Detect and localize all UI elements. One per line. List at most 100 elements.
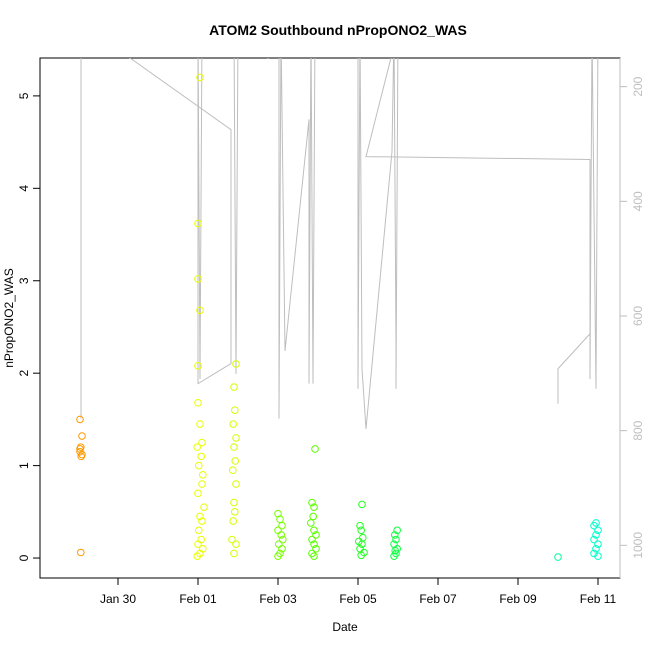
data-point xyxy=(195,461,203,470)
data-point xyxy=(231,406,239,414)
data-point xyxy=(194,489,202,498)
y-axis-label: nPropONO2_WAS xyxy=(2,268,16,368)
y-tick-label: 4 xyxy=(17,185,31,192)
data-point xyxy=(276,515,284,524)
x-tick-label: Jan 30 xyxy=(100,592,136,606)
data-point xyxy=(232,434,240,442)
y2-tick-label: 600 xyxy=(631,306,645,326)
data-point xyxy=(357,551,366,560)
data-point xyxy=(232,540,240,548)
data-point xyxy=(194,398,202,407)
data-point xyxy=(229,466,237,475)
x-tick-label: Feb 05 xyxy=(339,592,377,606)
data-point xyxy=(275,540,283,548)
x-tick-label: Feb 07 xyxy=(419,592,457,606)
data-point xyxy=(230,498,238,507)
y-tick-label: 1 xyxy=(17,462,31,469)
data-point xyxy=(198,480,206,488)
data-point xyxy=(590,535,598,544)
x-tick-label: Feb 01 xyxy=(179,592,217,606)
data-point xyxy=(196,512,204,521)
data-point xyxy=(594,540,602,548)
data-point xyxy=(357,526,366,535)
data-point xyxy=(194,219,202,228)
data-point xyxy=(196,306,204,315)
data-point xyxy=(311,445,319,453)
data-point xyxy=(198,517,206,525)
data-point xyxy=(554,553,562,561)
y2-tick-label: 800 xyxy=(631,420,645,440)
data-point xyxy=(590,521,598,530)
y2-tick-label: 1000 xyxy=(631,532,645,559)
data-point xyxy=(232,360,240,368)
data-point xyxy=(310,503,318,512)
data-point xyxy=(277,531,286,539)
data-point xyxy=(230,443,238,451)
data-point xyxy=(309,512,318,521)
data-point xyxy=(193,552,201,560)
data-point xyxy=(229,420,237,428)
data-point xyxy=(592,531,600,539)
data-point xyxy=(77,452,85,461)
data-point xyxy=(195,526,203,535)
data-point xyxy=(231,457,239,465)
data-point xyxy=(308,498,316,507)
data-point xyxy=(393,526,402,535)
data-point xyxy=(278,544,286,553)
data-point xyxy=(228,535,236,544)
data-point xyxy=(310,552,318,560)
data-point xyxy=(308,535,316,544)
y-tick-label: 0 xyxy=(17,554,31,561)
data-point xyxy=(594,552,602,560)
data-point xyxy=(231,508,239,516)
data-point xyxy=(274,526,282,535)
data-point xyxy=(196,420,204,428)
data-point xyxy=(274,552,282,560)
x-tick-label: Feb 09 xyxy=(499,592,537,606)
data-point xyxy=(194,540,202,548)
data-point xyxy=(391,531,399,539)
data-point xyxy=(307,519,315,527)
data-point xyxy=(278,521,286,530)
data-point xyxy=(78,432,86,440)
y-tick-label: 2 xyxy=(17,370,31,377)
data-point xyxy=(232,480,240,488)
data-point xyxy=(197,535,205,544)
data-point xyxy=(197,452,205,461)
data-point xyxy=(230,549,238,558)
data-point xyxy=(358,540,366,548)
data-point xyxy=(229,517,237,525)
data-point xyxy=(393,544,402,553)
data-point xyxy=(76,445,84,453)
data-point xyxy=(194,275,202,283)
data-point xyxy=(76,415,84,424)
data-point xyxy=(200,503,208,512)
y2-tick-label: 400 xyxy=(631,191,645,211)
data-point xyxy=(392,535,400,544)
x-axis-label: Date xyxy=(332,620,358,634)
data-point xyxy=(196,73,204,82)
plot-area xyxy=(76,58,602,561)
data-point xyxy=(193,443,201,451)
x-tick-label: Feb 11 xyxy=(580,592,617,606)
data-point xyxy=(358,500,366,509)
chart-title: ATOM2 Southbound nPropONO2_WAS xyxy=(209,22,467,38)
data-point xyxy=(359,533,367,542)
data-point xyxy=(199,471,207,479)
data-point xyxy=(194,361,202,370)
data-point xyxy=(312,531,320,539)
data-point xyxy=(592,544,600,553)
y2-tick-label: 200 xyxy=(631,76,645,96)
data-point xyxy=(310,540,318,548)
y-tick-label: 5 xyxy=(17,92,31,99)
pressure-line xyxy=(80,58,599,429)
data-point xyxy=(594,526,602,535)
data-point xyxy=(356,521,364,530)
data-point xyxy=(279,535,287,544)
data-point xyxy=(230,383,238,391)
data-point xyxy=(310,526,318,535)
data-point xyxy=(312,544,320,553)
data-point xyxy=(390,552,398,560)
x-tick-label: Feb 03 xyxy=(259,592,297,606)
